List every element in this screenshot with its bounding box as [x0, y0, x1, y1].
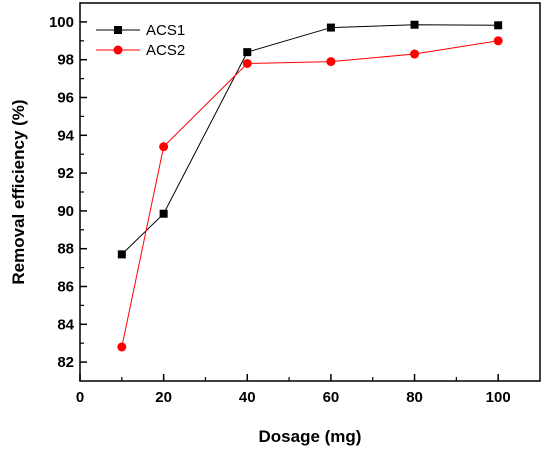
- data-point-acs1: [243, 48, 252, 57]
- x-tick-label: 0: [76, 389, 84, 406]
- y-tick-label: 82: [57, 354, 74, 371]
- x-tick-label: 80: [406, 389, 423, 406]
- x-tick-label: 60: [323, 389, 340, 406]
- legend-marker-acs1: [114, 26, 122, 34]
- data-point-acs2: [493, 36, 503, 46]
- x-tick-label: 40: [239, 389, 256, 406]
- legend-marker-acs2: [113, 45, 123, 55]
- series-line-acs2: [121, 40, 499, 348]
- legend-label-acs2: ACS2: [146, 42, 185, 59]
- y-tick-label: 90: [57, 203, 74, 220]
- y-tick-label: 86: [57, 279, 74, 296]
- data-point-acs1: [410, 20, 419, 29]
- data-point-acs1: [117, 250, 126, 259]
- y-tick-label: 84: [57, 316, 74, 333]
- legend: ACS1 ACS2: [96, 22, 185, 59]
- x-axis: 0 20 40 60 80 100: [76, 374, 511, 406]
- data-point-acs2: [242, 58, 252, 68]
- y-tick-label: 92: [57, 165, 74, 182]
- series-line-acs1: [121, 24, 499, 255]
- data-point-acs1: [159, 209, 168, 218]
- y-tick-label: 98: [57, 52, 74, 69]
- y-axis-title: Removal efficiency (%): [9, 99, 28, 284]
- x-axis-title: Dosage (mg): [259, 427, 362, 446]
- data-point-acs2: [117, 342, 127, 352]
- data-point-acs1: [326, 23, 335, 32]
- data-point-acs2: [326, 57, 336, 67]
- x-tick-label: 100: [486, 389, 511, 406]
- y-tick-label: 96: [57, 90, 74, 107]
- y-axis: 82 84 86 88 90 92 94 96 98 100: [49, 14, 87, 371]
- data-point-acs2: [410, 49, 420, 59]
- data-point-acs2: [159, 142, 169, 152]
- y-tick-label: 94: [57, 127, 74, 144]
- plot-area: [79, 2, 541, 382]
- legend-label-acs1: ACS1: [146, 22, 185, 39]
- y-tick-label: 100: [49, 14, 74, 31]
- x-tick-label: 20: [155, 389, 172, 406]
- y-tick-label: 88: [57, 241, 74, 258]
- series-layer: [117, 20, 503, 352]
- data-point-acs1: [494, 21, 503, 30]
